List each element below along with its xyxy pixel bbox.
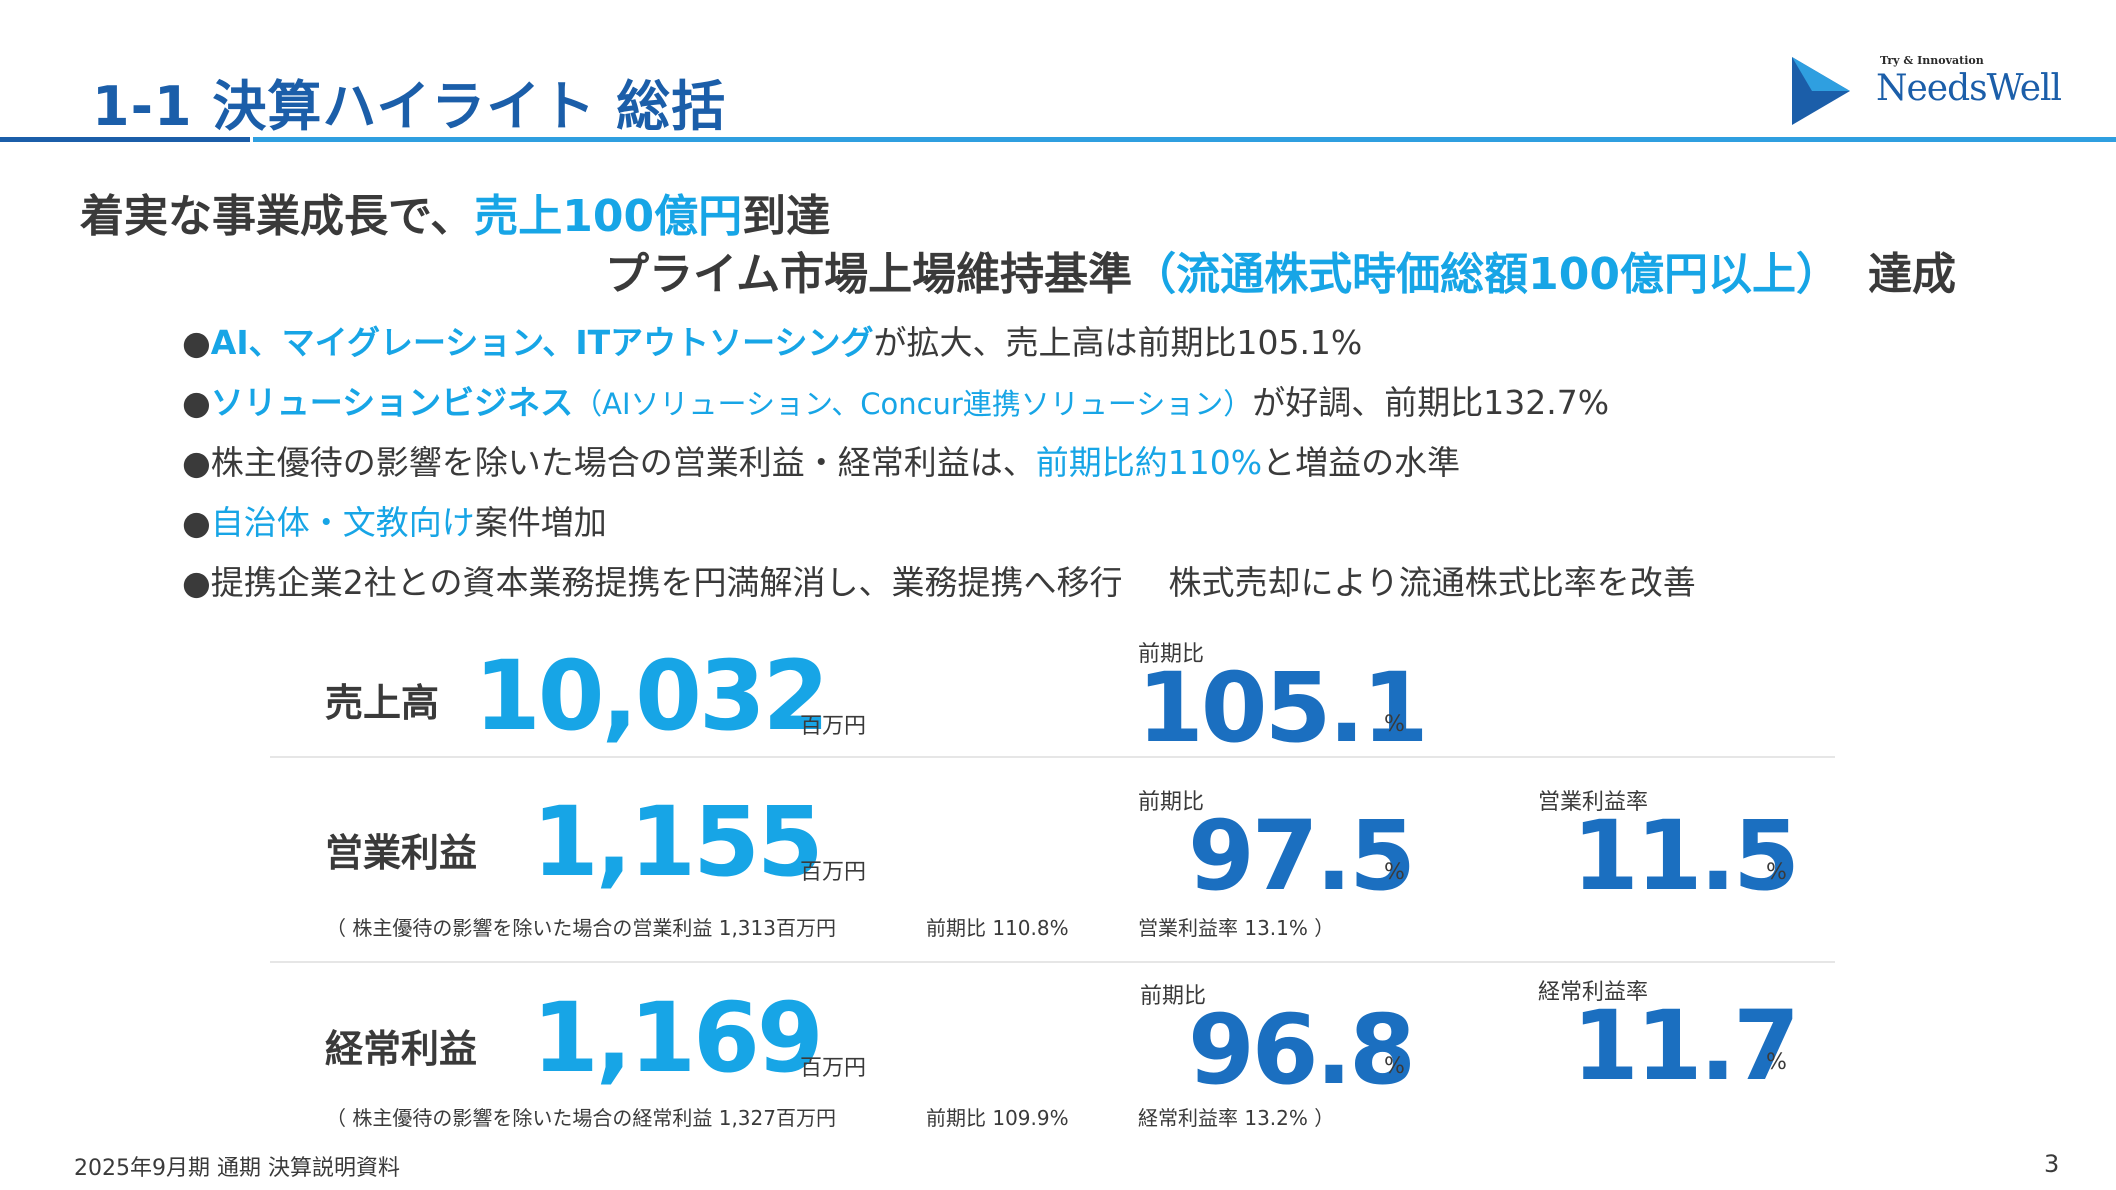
headline-1-accent: 売上100億円: [474, 191, 743, 242]
ordinary-profit-note-margin: 経常利益率 13.2% ）: [1138, 1106, 1335, 1130]
ordinary-margin-unit: %: [1766, 1050, 1787, 1075]
headline-line-1: 着実な事業成長で、売上100億円到達: [80, 180, 830, 244]
ordinary-profit-note: （ 株主優待の影響を除いた場合の経常利益 1,327百万円: [326, 1106, 836, 1130]
bullet-text-2: 株式売却により流通株式比率を改善: [1168, 563, 1696, 602]
row-divider: [270, 961, 1835, 963]
sales-unit: 百万円: [800, 714, 867, 739]
sales-value: 10,032: [474, 640, 829, 752]
logo-tagline: Try & Innovation: [1880, 54, 1984, 67]
bullet-marker: ●: [182, 443, 211, 482]
title-underline-light: [253, 137, 2116, 142]
company-logo: Try & Innovation NeedsWell: [1792, 52, 2062, 132]
page-title: 1-1 決算ハイライト 総括: [92, 75, 727, 138]
bullet-item: ●AI、マイグレーション、ITアウトソーシングが拡大、売上高は前期比105.1%: [182, 316, 1362, 364]
operating-profit-value: 1,155: [532, 786, 824, 898]
bullet-highlight: 自治体・文教向け: [210, 503, 475, 542]
headline-1-suffix: 到達: [742, 191, 831, 242]
bullet-item: ●提携企業2社との資本業務提携を円満解消し、業務提携へ移行 株式売却により流通株式…: [182, 556, 1696, 604]
row-divider: [270, 756, 1835, 758]
operating-profit-note-margin: 営業利益率 13.1% ）: [1138, 916, 1335, 940]
page-number: 3: [2044, 1150, 2060, 1178]
bullet-text: が拡大、売上高は前期比105.1%: [873, 323, 1363, 362]
bullet-highlight: 前期比約110%: [1035, 443, 1263, 482]
ordinary-profit-yoy-value: 96.8: [1188, 994, 1416, 1106]
bullet-marker: ●: [182, 323, 211, 362]
operating-profit-note: （ 株主優待の影響を除いた場合の営業利益 1,313百万円: [326, 916, 836, 940]
bullet-highlight: ソリューションビジネス: [210, 383, 574, 422]
operating-profit-yoy-label: 前期比: [1138, 790, 1205, 815]
bullet-text: が好調、前期比132.7%: [1252, 383, 1610, 422]
ordinary-profit-yoy-label: 前期比: [1140, 984, 1207, 1009]
bullet-highlight: AI、マイグレーション、ITアウトソーシング: [210, 323, 874, 362]
logo-name: NeedsWell: [1876, 68, 2062, 109]
headline-2-suffix: 達成: [1867, 249, 1956, 300]
operating-margin-label: 営業利益率: [1538, 790, 1649, 815]
bullet-marker: ●: [182, 383, 211, 422]
ordinary-profit-label: 経常利益: [325, 1027, 478, 1071]
bullet-text: 案件増加: [474, 503, 607, 542]
headline-2-prefix: プライム市場上場維持基準: [605, 249, 1133, 300]
ordinary-profit-unit: 百万円: [800, 1056, 867, 1081]
headline-line-2: プライム市場上場維持基準（流通株式時価総額100億円以上） 達成: [605, 238, 1956, 302]
bullet-text: 提携企業2社との資本業務提携を円満解消し、業務提携へ移行: [210, 563, 1123, 602]
operating-profit-yoy-value: 97.5: [1188, 800, 1416, 912]
ordinary-margin-label: 経常利益率: [1538, 980, 1649, 1005]
operating-profit-note-yoy: 前期比 110.8%: [926, 916, 1069, 940]
sales-yoy-unit: %: [1384, 712, 1405, 737]
operating-profit-yoy-unit: %: [1384, 860, 1405, 885]
footer-document-title: 2025年9月期 通期 決算説明資料: [74, 1156, 400, 1181]
bullet-item: ●ソリューションビジネス（AIソリューション、Concur連携ソリューション）が…: [182, 376, 1609, 424]
bullet-marker: ●: [182, 503, 211, 542]
sales-yoy-label: 前期比: [1138, 642, 1205, 667]
title-underline-dark: [0, 137, 250, 142]
operating-margin-value: 11.5: [1572, 800, 1800, 912]
operating-profit-label: 営業利益: [325, 831, 478, 875]
ordinary-profit-yoy-unit: %: [1384, 1054, 1405, 1079]
operating-profit-unit: 百万円: [800, 860, 867, 885]
bullet-text-2: と増益の水準: [1262, 443, 1461, 482]
bullet-item: ●株主優待の影響を除いた場合の営業利益・経常利益は、前期比約110%と増益の水準: [182, 436, 1460, 484]
sales-label: 売上高: [325, 681, 440, 725]
sales-yoy-value: 105.1: [1137, 652, 1429, 764]
bullet-highlight-sub: （AIソリューション、Concur連携ソリューション）: [573, 387, 1253, 421]
bullet-text: 株主優待の影響を除いた場合の営業利益・経常利益は、: [210, 443, 1036, 482]
operating-margin-unit: %: [1766, 860, 1787, 885]
ordinary-margin-value: 11.7: [1572, 990, 1800, 1102]
logo-triangle-icon: [1792, 57, 1850, 125]
ordinary-profit-note-yoy: 前期比 109.9%: [926, 1106, 1069, 1130]
headline-1-prefix: 着実な事業成長で、: [80, 191, 475, 242]
bullet-item: ●自治体・文教向け案件増加: [182, 496, 607, 544]
bullet-marker: ●: [182, 563, 211, 602]
ordinary-profit-value: 1,169: [532, 982, 824, 1094]
headline-2-accent: （流通株式時価総額100億円以上）: [1132, 249, 1840, 300]
